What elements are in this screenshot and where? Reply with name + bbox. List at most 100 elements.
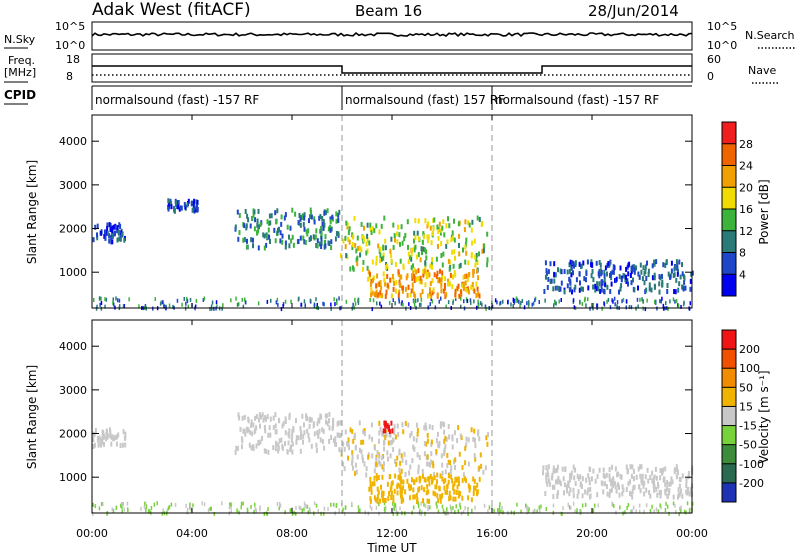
scatter-cell xyxy=(416,427,419,433)
scatter-cell xyxy=(572,487,575,493)
scatter-cell xyxy=(463,299,465,304)
scatter-cell xyxy=(289,225,292,231)
scatter-cell xyxy=(100,296,102,301)
scatter-cell xyxy=(632,468,635,474)
scatter-cell xyxy=(587,473,590,479)
scatter-cell xyxy=(568,268,571,274)
scatter-cell xyxy=(606,284,609,290)
scatter-cell xyxy=(96,235,99,241)
scatter-cell xyxy=(665,301,667,306)
scatter-cell xyxy=(558,479,561,485)
scatter-cell xyxy=(630,491,633,497)
scatter-cell xyxy=(662,477,665,483)
scatter-cell xyxy=(234,449,237,455)
scatter-cell xyxy=(632,277,634,283)
scatter-cell xyxy=(585,477,588,483)
scatter-cell xyxy=(682,286,685,292)
scatter-cell xyxy=(545,268,548,274)
scatter-cell xyxy=(391,439,394,445)
scatter-cell xyxy=(412,444,415,450)
scatter-cell xyxy=(556,467,559,473)
scatter-cell xyxy=(390,293,393,299)
scatter-cell xyxy=(462,281,465,287)
scatter-cell xyxy=(363,428,366,433)
scatter-cell xyxy=(101,439,104,445)
scatter-cell xyxy=(435,274,438,279)
scatter-cell xyxy=(477,304,480,309)
scatter-cell xyxy=(445,243,448,249)
scatter-cell xyxy=(168,303,171,308)
scatter-cell xyxy=(410,484,412,490)
scatter-cell xyxy=(329,227,332,233)
scatter-cell xyxy=(254,502,256,507)
scatter-cell xyxy=(317,434,320,439)
scatter-cell xyxy=(289,508,291,513)
scatter-cell xyxy=(321,427,324,433)
scatter-cell xyxy=(446,483,449,489)
station-title: Adak West (fitACF) xyxy=(92,0,251,20)
scatter-cell xyxy=(359,252,362,258)
scatter-cell xyxy=(351,501,353,506)
scatter-cell xyxy=(398,299,400,304)
scatter-cell xyxy=(300,430,303,436)
scatter-cell xyxy=(266,511,269,516)
scatter-cell xyxy=(417,469,420,475)
scatter-cell xyxy=(592,302,595,307)
scatter-cell xyxy=(393,424,396,430)
scatter-cell xyxy=(420,485,423,491)
scatter-cell xyxy=(592,468,595,474)
scatter-cell xyxy=(467,220,470,226)
scatter-cell xyxy=(473,238,476,244)
scatter-cell xyxy=(195,199,198,205)
scatter-cell xyxy=(382,244,385,250)
scatter-cell xyxy=(304,240,307,245)
scatter-cell xyxy=(360,439,363,445)
scatter-cell xyxy=(560,280,563,286)
scatter-cell xyxy=(481,302,483,307)
scatter-cell xyxy=(460,296,462,301)
scatter-cell xyxy=(324,413,327,419)
scatter-cell xyxy=(337,231,340,237)
scatter-cell xyxy=(111,225,114,231)
scatter-cell xyxy=(94,224,97,230)
scatter-cell xyxy=(368,240,371,246)
scatter-cell xyxy=(635,306,637,311)
scatter-cell xyxy=(629,464,632,470)
scatter-cell xyxy=(488,505,491,510)
scatter-cell xyxy=(655,507,658,512)
scatter-cell xyxy=(253,509,255,514)
scatter-cell xyxy=(333,297,335,302)
scatter-cell xyxy=(303,430,306,435)
scatter-cell xyxy=(251,215,254,221)
scatter-cell xyxy=(278,418,281,424)
scatter-cell xyxy=(415,492,418,498)
scatter-cell xyxy=(429,474,432,479)
scatter-cell xyxy=(408,470,411,476)
scatter-cell xyxy=(658,490,661,495)
scatter-cell xyxy=(520,300,522,305)
scatter-cell xyxy=(398,450,401,456)
scatter-cell xyxy=(344,235,347,241)
scatter-cell xyxy=(437,235,440,241)
scatter-cell xyxy=(459,502,461,507)
scatter-cell xyxy=(456,484,459,490)
scatter-cell xyxy=(339,433,342,438)
scatter-cell xyxy=(358,245,361,251)
scatter-cell xyxy=(356,235,359,241)
scatter-cell xyxy=(598,281,601,287)
scatter-cell xyxy=(651,470,654,476)
scatter-cell xyxy=(394,458,397,464)
scatter-cell xyxy=(457,425,460,431)
velocity-ylabel: Slant Range [km] xyxy=(25,365,39,469)
scatter-cell xyxy=(374,445,376,451)
scatter-cell xyxy=(254,217,257,223)
scatter-cell xyxy=(402,285,404,291)
scatter-cell xyxy=(629,479,631,485)
scatter-cell xyxy=(175,200,178,206)
x-tick-label: 04:00 xyxy=(176,527,208,540)
scatter-cell xyxy=(106,433,109,438)
scatter-cell xyxy=(297,435,300,441)
colorbar-tick-label: 100 xyxy=(739,362,760,375)
scatter-cell xyxy=(413,292,416,297)
